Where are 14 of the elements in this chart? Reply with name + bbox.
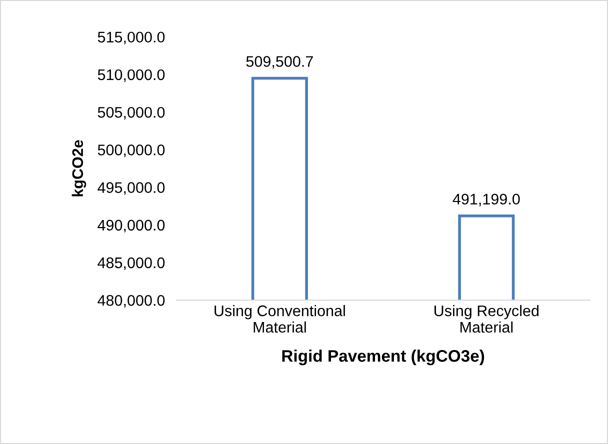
y-tick-label: 490,000.0 <box>98 220 165 232</box>
y-axis-title: kgCO2e <box>72 140 86 196</box>
x-tick-label: Using Conventional Material <box>214 305 345 333</box>
y-tick-label: 480,000.0 <box>98 295 165 308</box>
y-tick-label: 505,000.0 <box>98 106 165 120</box>
y-tick-label: 500,000.0 <box>98 144 165 158</box>
data-label: 491,199.0 <box>452 194 520 206</box>
data-label: 509,500.7 <box>246 56 313 69</box>
x-axis-title: Rigid Pavement (kgCO3e) <box>282 350 484 366</box>
y-tick-label: 510,000.0 <box>98 69 165 82</box>
y-tick-label: 515,000.0 <box>98 32 165 44</box>
y-tick-label: 485,000.0 <box>98 257 165 270</box>
x-tick-label: Using Recycled Material <box>434 305 538 333</box>
y-tick-label: 495,000.0 <box>98 182 165 195</box>
